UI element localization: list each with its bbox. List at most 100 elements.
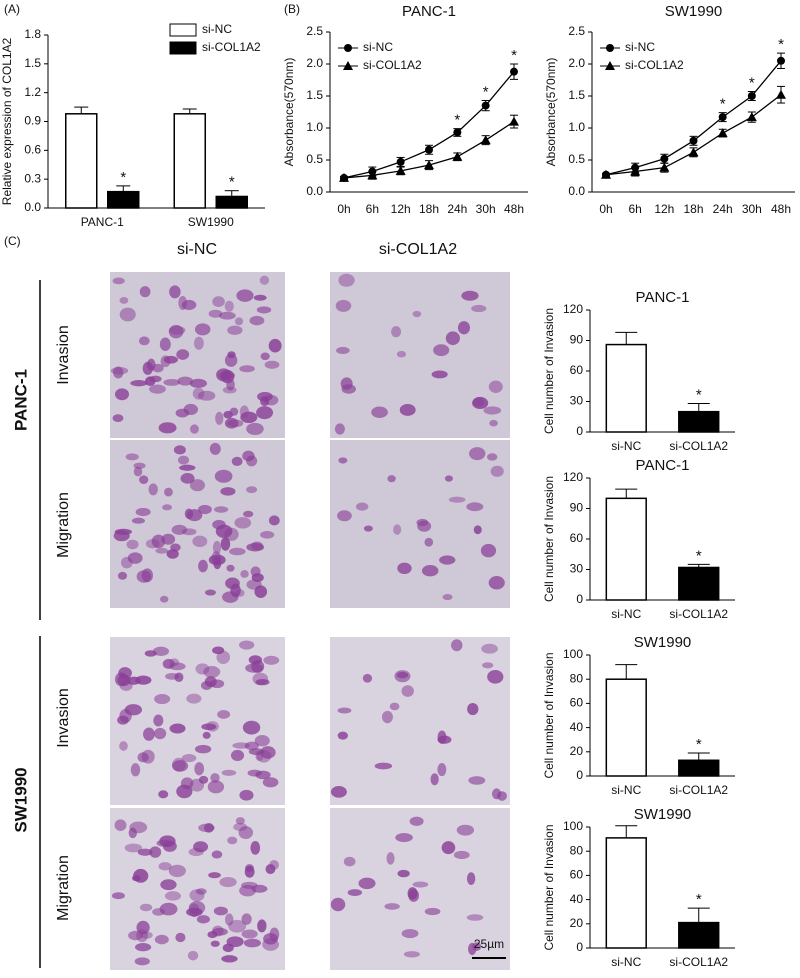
- cell: [160, 879, 177, 891]
- cell: [215, 524, 233, 538]
- cell: [212, 296, 225, 308]
- cell: [461, 290, 479, 301]
- cell: [162, 504, 173, 511]
- cell: [154, 693, 171, 705]
- cell: [239, 365, 255, 373]
- x-tick-label: si-COL1A2: [669, 607, 728, 621]
- point: [453, 128, 462, 137]
- cell: [330, 786, 347, 798]
- y-tick-label: 30: [570, 562, 584, 576]
- bar: [678, 410, 720, 433]
- point: [688, 147, 699, 157]
- x-tick-label: 6h: [366, 202, 379, 216]
- chart-title: PANC-1: [402, 3, 456, 20]
- bar: [605, 497, 647, 601]
- cell: [215, 411, 224, 425]
- x-tick-label: PANC-1: [81, 215, 124, 229]
- cell: [193, 841, 209, 853]
- y-axis-label: Absorbance(570nm): [544, 58, 558, 167]
- cell: [391, 326, 402, 338]
- legend-marker: [605, 61, 615, 70]
- y-tick-label: 1.5: [306, 88, 323, 102]
- y-tick-label: 100: [563, 819, 583, 833]
- cell: [255, 770, 271, 780]
- cell: [251, 573, 264, 583]
- cell: [227, 836, 238, 845]
- cell: [249, 315, 265, 326]
- cell: [161, 533, 176, 545]
- cell: [488, 380, 503, 393]
- cell: [186, 693, 202, 704]
- cell: [336, 346, 350, 355]
- cell: [236, 289, 254, 302]
- cell: [155, 547, 169, 554]
- cell: [355, 502, 369, 511]
- point: [425, 145, 433, 154]
- cell: [492, 788, 502, 800]
- cell: [240, 411, 258, 424]
- x-tick-label: si-COL1A2: [669, 783, 728, 797]
- cell: [112, 277, 125, 285]
- y-tick-label: 80: [570, 843, 584, 857]
- row-label: Migration: [55, 855, 72, 921]
- cell: [337, 731, 348, 740]
- chart-title: PANC-1: [636, 457, 690, 474]
- cell: [487, 670, 504, 684]
- bar: [173, 113, 206, 209]
- y-tick-label: 60: [570, 531, 584, 545]
- cell: [421, 565, 439, 577]
- cell: [264, 360, 280, 369]
- cell: [142, 361, 153, 375]
- cell: [158, 790, 169, 799]
- y-tick-label: 0.9: [24, 114, 41, 128]
- cell: [262, 777, 279, 788]
- cell: [209, 442, 221, 455]
- cell: [218, 311, 236, 320]
- cell: [250, 841, 261, 855]
- cell: [347, 889, 363, 897]
- y-axis-label: Cell number of Invasion: [542, 824, 556, 950]
- y-tick-label: 40: [570, 892, 584, 906]
- cell: [238, 826, 254, 840]
- significance: *: [778, 36, 784, 53]
- cell: [334, 423, 345, 435]
- cell: [190, 424, 199, 434]
- cell: [203, 823, 215, 833]
- cell: [394, 670, 411, 683]
- cell: [162, 658, 175, 669]
- legend-label: si-NC: [202, 22, 232, 36]
- cell: [253, 294, 267, 301]
- cell: [224, 300, 234, 312]
- micrograph: [330, 808, 510, 970]
- cell: [160, 355, 171, 368]
- cell: [198, 559, 208, 573]
- cell: [125, 453, 139, 461]
- scale-bar-label: 25µm: [474, 937, 504, 951]
- cell: [220, 487, 236, 496]
- cell: [263, 655, 280, 665]
- cell: [119, 296, 129, 304]
- cell: [244, 866, 255, 878]
- cell: [490, 465, 504, 477]
- cell: [263, 394, 279, 406]
- y-tick-label: 120: [563, 302, 583, 316]
- cell: [195, 888, 207, 895]
- cell: [159, 902, 178, 916]
- cell: [481, 643, 498, 654]
- cell: [337, 510, 352, 522]
- y-axis-label: Relative expression of COL1A2: [0, 37, 14, 205]
- cell: [466, 872, 476, 886]
- cell: [158, 862, 172, 871]
- cell: [195, 663, 210, 675]
- legend-label: si-COL1A2: [625, 58, 684, 72]
- cell: [170, 543, 181, 552]
- y-tick-label: 1.0: [306, 120, 323, 134]
- cell: [228, 919, 247, 933]
- bar: [678, 921, 720, 949]
- cell: [213, 906, 228, 916]
- cell: [445, 331, 460, 346]
- legend-label: si-NC: [625, 40, 655, 54]
- chart-title: SW1990: [634, 634, 692, 651]
- cell: [239, 884, 257, 897]
- cell: [381, 710, 393, 724]
